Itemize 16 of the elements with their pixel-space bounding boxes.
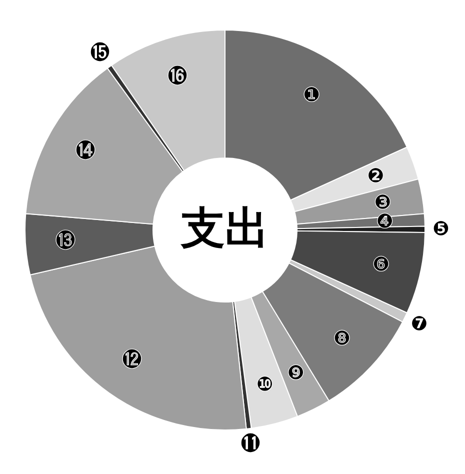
slice-label: ⓫ <box>240 431 261 456</box>
slice-label: ⓭ <box>55 228 76 253</box>
slice-label: ❻ <box>372 252 390 276</box>
slice-label: ⓯ <box>90 40 110 65</box>
slice-label: ❽ <box>333 326 351 350</box>
slice-label: ❼ <box>410 311 428 336</box>
slice-label: ⓮ <box>76 138 96 163</box>
slice-label: ❸ <box>374 190 392 214</box>
slice-label: ⓰ <box>167 64 188 88</box>
slice-label: ❶ <box>302 82 321 106</box>
slice-label: ❿ <box>256 372 274 396</box>
slice-label: ⓬ <box>122 347 142 372</box>
slice-label: ❺ <box>432 216 450 240</box>
slice-label: ❷ <box>366 163 385 188</box>
slice-label: ❾ <box>286 360 305 384</box>
text: 支出 <box>180 203 269 254</box>
